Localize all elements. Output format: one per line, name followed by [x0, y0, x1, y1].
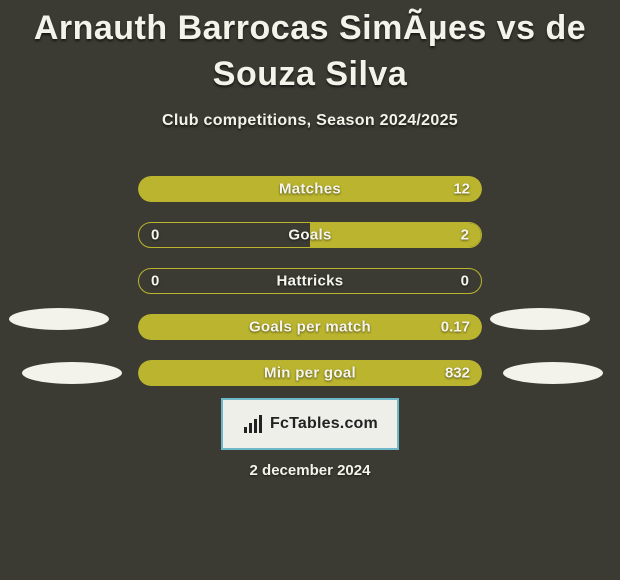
stat-label: Goals per match	[138, 319, 482, 336]
ellipse-left-1	[9, 308, 109, 330]
ellipse-left-2	[22, 362, 122, 384]
chart-icon	[242, 413, 264, 435]
stats-list: 12Matches 02Goals 00Hattricks 0.17Goals per…	[138, 176, 482, 386]
stat-row: 0.17Goals per match	[138, 314, 482, 340]
stat-row: 02Goals	[138, 222, 482, 248]
stat-row: 00Hattricks	[138, 268, 482, 294]
page-title: Arnauth Barrocas SimÃµes vs de Souza Sil…	[0, 0, 620, 98]
stat-label: Matches	[138, 181, 482, 198]
stat-label: Min per goal	[138, 365, 482, 382]
brand-badge: FcTables.com	[221, 398, 399, 450]
stat-label: Hattricks	[139, 273, 481, 290]
ellipse-right-1	[490, 308, 590, 330]
stat-row: 832Min per goal	[138, 360, 482, 386]
brand-label: FcTables.com	[270, 415, 378, 433]
stat-label: Goals	[139, 227, 481, 244]
date-text: 2 december 2024	[0, 462, 620, 479]
subtitle: Club competitions, Season 2024/2025	[0, 112, 620, 130]
stat-row: 12Matches	[138, 176, 482, 202]
comparison-card: Arnauth Barrocas SimÃµes vs de Souza Sil…	[0, 0, 620, 580]
ellipse-right-2	[503, 362, 603, 384]
